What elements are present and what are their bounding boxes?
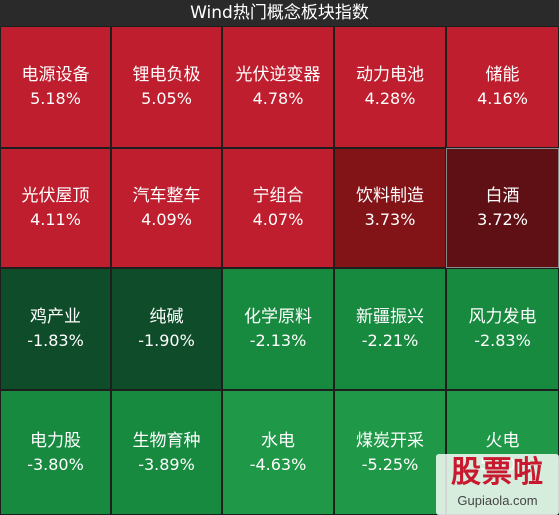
cell-name: 电力股 — [30, 430, 81, 451]
cell-name: 风力发电 — [468, 307, 537, 327]
heatmap-cell: 汽车整车 4.09% — [111, 148, 222, 268]
cell-name: 火电 — [485, 430, 520, 451]
heatmap-cell: 鸡产业 -1.83% — [0, 268, 111, 390]
cell-value: 5.18% — [30, 89, 81, 108]
cell-name: 光伏屋顶 — [21, 186, 90, 206]
cell-name: 电源设备 — [21, 65, 90, 85]
cell-value: -1.90% — [138, 331, 195, 350]
heatmap-cell: 宁组合 4.07% — [222, 148, 334, 268]
chart-title: Wind热门概念板块指数 — [0, 0, 559, 26]
cell-name: 水电 — [261, 430, 295, 451]
cell-value: 4.28% — [364, 89, 416, 108]
cell-name: 储能 — [485, 65, 520, 85]
heatmap-cell: 光伏逆变器 4.78% — [222, 26, 334, 148]
cell-name: 鸡产业 — [30, 307, 81, 327]
heatmap-cell: 生物育种 -3.89% — [111, 390, 222, 515]
cell-name: 锂电负极 — [132, 65, 201, 85]
cell-value: 4.07% — [252, 210, 304, 229]
cell-name: 动力电池 — [356, 65, 424, 85]
cell-name: 纯碱 — [149, 307, 184, 327]
watermark-text: 股票啦 — [451, 455, 544, 490]
cell-value: -2.83% — [474, 331, 531, 350]
cell-value: 3.72% — [477, 210, 528, 229]
cell-value: -2.21% — [361, 331, 419, 350]
heatmap-cell: 锂电负极 5.05% — [111, 26, 222, 148]
cell-value: -2.13% — [249, 331, 307, 350]
heatmap-cell: 储能 4.16% — [446, 26, 559, 148]
cell-value: -4.63% — [249, 454, 307, 474]
cell-value: -5.25% — [361, 454, 419, 474]
cell-value: 4.11% — [30, 210, 81, 229]
cell-value: 3.73% — [364, 210, 416, 229]
heatmap-cell: 纯碱 -1.90% — [111, 268, 222, 390]
cell-value: -1.83% — [27, 331, 84, 350]
cell-name: 新疆振兴 — [356, 307, 424, 327]
cell-name: 白酒 — [485, 186, 520, 206]
cell-value: 4.09% — [141, 210, 192, 229]
heatmap-cell: 风力发电 -2.83% — [446, 268, 559, 390]
cell-value: 4.16% — [477, 89, 528, 108]
cell-name: 煤炭开采 — [356, 430, 424, 451]
cell-value: 5.05% — [141, 89, 192, 108]
heatmap-cell: 电源设备 5.18% — [0, 26, 111, 148]
cell-value: -3.89% — [138, 454, 195, 474]
heatmap-cell: 新疆振兴 -2.21% — [334, 268, 446, 390]
watermark-url: Gupiaola.com — [457, 493, 538, 508]
heatmap-cell: 化学原料 -2.13% — [222, 268, 334, 390]
heatmap-cell: 动力电池 4.28% — [334, 26, 446, 148]
heatmap-cell: 光伏屋顶 4.11% — [0, 148, 111, 268]
heatmap-cell: 水电 -4.63% — [222, 390, 334, 515]
heatmap-cell: 白酒 3.72% — [446, 148, 559, 268]
cell-name: 光伏逆变器 — [235, 65, 321, 85]
heatmap-cell: 煤炭开采 -5.25% — [334, 390, 446, 515]
cell-value: -3.80% — [27, 454, 84, 474]
cell-name: 饮料制造 — [356, 186, 424, 206]
cell-value: 4.78% — [252, 89, 304, 108]
cell-name: 化学原料 — [244, 307, 312, 327]
watermark-logo: 股票啦 Gupiaola.com — [436, 454, 559, 515]
heatmap-cell: 电力股 -3.80% — [0, 390, 111, 515]
cell-name: 宁组合 — [252, 186, 304, 206]
cell-name: 生物育种 — [132, 430, 201, 451]
heatmap-cell: 饮料制造 3.73% — [334, 148, 446, 268]
cell-name: 汽车整车 — [132, 186, 201, 206]
